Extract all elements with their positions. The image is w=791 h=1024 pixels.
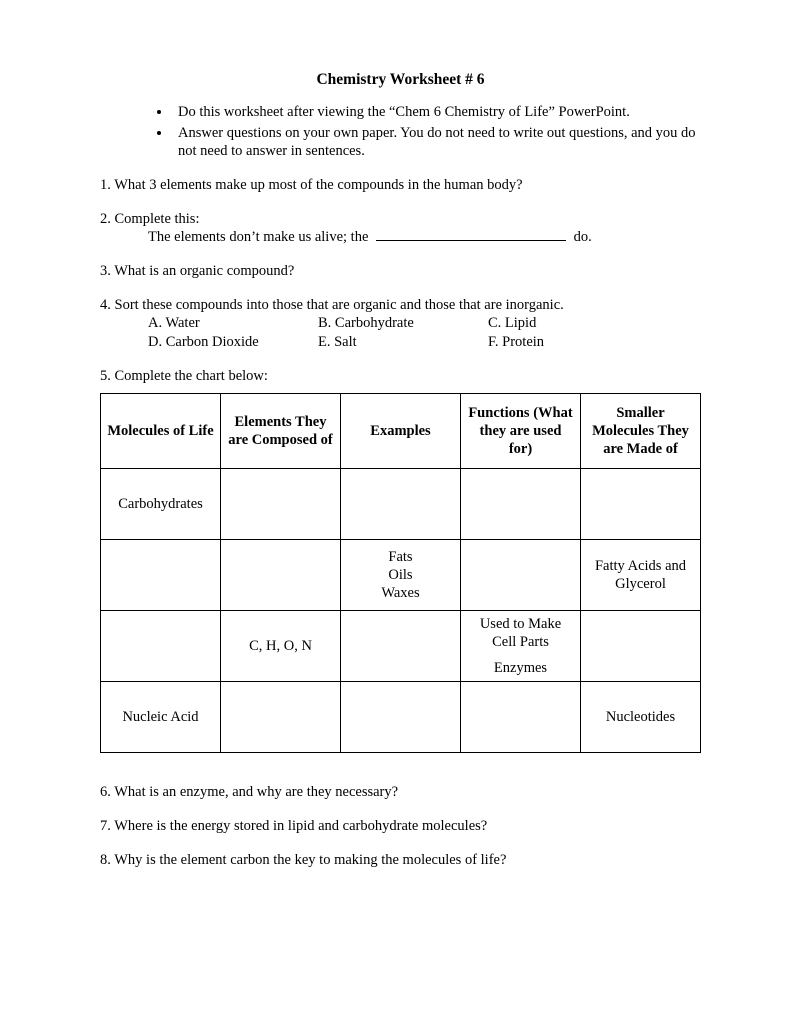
page-title: Chemistry Worksheet # 6: [100, 70, 701, 89]
option-d: D. Carbon Dioxide: [148, 333, 318, 351]
question-6: 6. What is an enzyme, and why are they n…: [100, 783, 701, 801]
question-5-lead: 5. Complete the chart below:: [100, 367, 701, 385]
header-smaller: Smaller Molecules They are Made of: [581, 393, 701, 468]
cell: [221, 682, 341, 753]
cell: C, H, O, N: [221, 610, 341, 681]
cell: [581, 610, 701, 681]
option-e: E. Salt: [318, 333, 488, 351]
cell: [341, 682, 461, 753]
instruction-item: Do this worksheet after viewing the “Che…: [172, 103, 701, 121]
cell: [341, 468, 461, 539]
question-2-sentence: The elements don’t make us alive; the do…: [100, 228, 701, 246]
cell: [461, 539, 581, 610]
cell: [101, 610, 221, 681]
q2-pre-text: The elements don’t make us alive; the: [148, 229, 372, 245]
table-row: C, H, O, N Used to Make Cell PartsEnzyme…: [101, 610, 701, 681]
cell: Used to Make Cell PartsEnzymes: [461, 610, 581, 681]
chart-header-row: Molecules of Life Elements They are Comp…: [101, 393, 701, 468]
header-molecules: Molecules of Life: [101, 393, 221, 468]
question-7: 7. Where is the energy stored in lipid a…: [100, 817, 701, 835]
cell: [581, 468, 701, 539]
cell: [341, 610, 461, 681]
question-3: 3. What is an organic compound?: [100, 262, 701, 280]
molecules-chart: Molecules of Life Elements They are Comp…: [100, 393, 701, 753]
cell: [461, 682, 581, 753]
option-f: F. Protein: [488, 333, 628, 351]
table-row: Nucleic Acid Nucleotides: [101, 682, 701, 753]
option-b: B. Carbohydrate: [318, 314, 488, 332]
header-examples: Examples: [341, 393, 461, 468]
cell: Nucleic Acid: [101, 682, 221, 753]
option-a: A. Water: [148, 314, 318, 332]
option-c: C. Lipid: [488, 314, 628, 332]
cell: [101, 539, 221, 610]
question-2: 2. Complete this: The elements don’t mak…: [100, 210, 701, 246]
question-8: 8. Why is the element carbon the key to …: [100, 851, 701, 869]
cell: Nucleotides: [581, 682, 701, 753]
question-1: 1. What 3 elements make up most of the c…: [100, 176, 701, 194]
chart-body: Carbohydrates FatsOilsWaxes Fatty Acids …: [101, 468, 701, 752]
cell: FatsOilsWaxes: [341, 539, 461, 610]
question-2-lead: 2. Complete this:: [100, 210, 701, 228]
fill-blank[interactable]: [376, 240, 566, 241]
cell: [221, 539, 341, 610]
header-functions: Functions (What they are used for): [461, 393, 581, 468]
cell: [461, 468, 581, 539]
cell: Fatty Acids and Glycerol: [581, 539, 701, 610]
table-row: FatsOilsWaxes Fatty Acids and Glycerol: [101, 539, 701, 610]
question-4-lead: 4. Sort these compounds into those that …: [100, 296, 701, 314]
table-row: Carbohydrates: [101, 468, 701, 539]
worksheet-page: Chemistry Worksheet # 6 Do this workshee…: [0, 0, 791, 1024]
cell: [221, 468, 341, 539]
question-4: 4. Sort these compounds into those that …: [100, 296, 701, 350]
header-elements: Elements They are Composed of: [221, 393, 341, 468]
instructions-list: Do this worksheet after viewing the “Che…: [100, 103, 701, 159]
q2-post-text: do.: [570, 229, 592, 245]
compound-options: A. Water B. Carbohydrate C. Lipid D. Car…: [100, 314, 701, 350]
cell: Carbohydrates: [101, 468, 221, 539]
instruction-item: Answer questions on your own paper. You …: [172, 124, 701, 160]
